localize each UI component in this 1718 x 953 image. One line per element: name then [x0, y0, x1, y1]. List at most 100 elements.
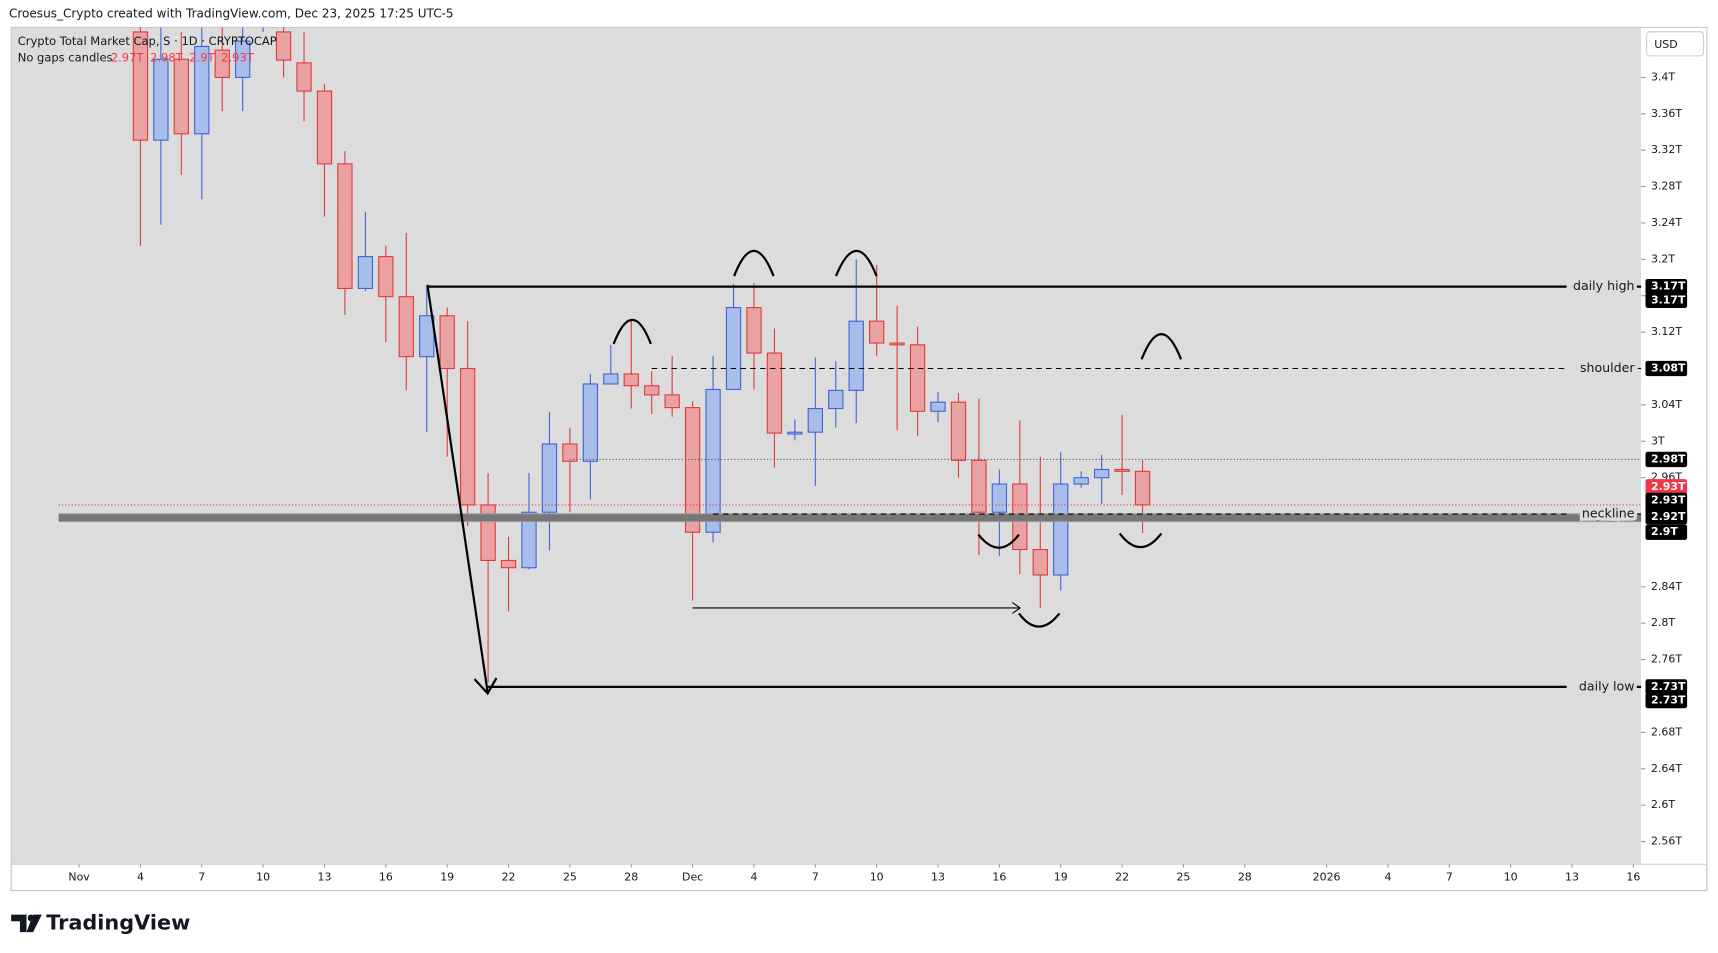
price-badge: [1645, 292, 1688, 308]
candle-body: [214, 49, 230, 78]
x-tick-label: 25: [1176, 870, 1190, 883]
x-tick-label: 2026: [1313, 870, 1341, 883]
x-tick-label: 13: [931, 870, 945, 883]
cup: [1118, 532, 1163, 549]
badge-label: 3.17T: [1651, 293, 1686, 306]
x-tick-label: 16: [1626, 870, 1640, 883]
trend-arrow: [426, 284, 489, 693]
logo-icon: [11, 914, 42, 933]
x-tick-label: 7: [812, 870, 819, 883]
plot-area: [11, 27, 1642, 865]
x-tick-label: 19: [1054, 870, 1068, 883]
badge-label: 2.98T: [1651, 452, 1686, 465]
x-tick-label: 7: [198, 870, 205, 883]
x-tick-label: 10: [256, 870, 270, 883]
price-badge: [1645, 524, 1688, 540]
y-tick-label: 3.36T: [1651, 107, 1682, 120]
price-badge: [1645, 479, 1688, 495]
x-tick-label: 7: [1446, 870, 1453, 883]
logo-dot: [27, 914, 35, 922]
y-tick-label: 3.2T: [1651, 252, 1675, 265]
badge-label: 2.93T: [1651, 480, 1686, 493]
currency[interactable]: USD: [1654, 38, 1677, 51]
candle-body: [1114, 468, 1130, 472]
candle-body: [603, 373, 619, 385]
y-tick-label: 2.8T: [1651, 616, 1675, 629]
candle-body: [766, 352, 783, 434]
x-tick-label: Dec: [682, 870, 703, 883]
candle-body: [828, 389, 844, 410]
price-badge: [1645, 509, 1688, 525]
x-tick-label: 22: [502, 870, 516, 883]
candle-body: [459, 367, 476, 506]
candle-body: [1134, 470, 1151, 506]
plot: [132, 27, 1151, 683]
candle-body: [869, 320, 885, 344]
currency-button[interactable]: [1646, 31, 1705, 57]
chart-title: Crypto Total Market Cap, S · 1D · CRYPTO…: [18, 34, 277, 48]
y-tick-label: 3.04T: [1651, 398, 1682, 411]
badge-label: 3.17T: [1651, 280, 1686, 293]
candle-body: [909, 344, 926, 412]
x-tick-label: 4: [750, 870, 757, 883]
candle-body: [705, 388, 721, 533]
candle-body: [1073, 477, 1089, 485]
candle-body: [807, 407, 823, 433]
candle-body: [746, 307, 762, 354]
candle-body: [664, 394, 680, 409]
y-tick-label: 2.56T: [1651, 835, 1682, 848]
arrow-head: [1012, 602, 1021, 614]
arch: [733, 249, 775, 277]
candle-body: [398, 296, 414, 358]
price-axis: [1641, 27, 1707, 865]
candle-body: [1053, 483, 1069, 576]
arch: [1140, 333, 1183, 360]
level-label: shoulder: [1580, 360, 1635, 375]
candle-body: [562, 443, 578, 462]
candle-body: [848, 320, 864, 391]
price-badge: [1645, 360, 1688, 377]
candle-body: [296, 62, 312, 92]
x-tick-label: 4: [1384, 870, 1391, 883]
candle-body: [316, 90, 333, 165]
ohlc-value: 2.98T: [150, 51, 184, 65]
y-tick-label: 2.64T: [1651, 762, 1682, 775]
y-tick-label: 3.12T: [1651, 325, 1682, 338]
price-badge: [1645, 692, 1688, 709]
badge-label: 2.93T: [1651, 493, 1686, 506]
candle-body: [378, 256, 394, 298]
cup: [977, 533, 1020, 549]
candle-body: [153, 58, 169, 141]
x-tick-label: 10: [1504, 870, 1518, 883]
badge-label: 2.9T: [1651, 525, 1678, 538]
candle-body: [950, 401, 967, 461]
candle-body: [337, 163, 353, 290]
header: Croesus_Crypto created with TradingView.…: [9, 7, 454, 21]
x-tick-label: 25: [563, 870, 577, 883]
candle-body: [419, 315, 435, 358]
candle-body: [930, 401, 946, 412]
y-tick-label: 2.6T: [1651, 798, 1675, 811]
arrow-head: [473, 677, 498, 696]
badge-label: 2.92T: [1651, 510, 1686, 523]
badge-label: 2.73T: [1651, 680, 1686, 693]
candle-body: [1032, 548, 1048, 576]
candle-body: [582, 383, 599, 462]
candle-body: [132, 31, 149, 141]
candle-body: [889, 342, 905, 346]
candle-body: [439, 315, 455, 370]
level-label: daily high: [1573, 278, 1635, 293]
y-tick-label: 3.32T: [1651, 143, 1682, 156]
x-tick-label: Nov: [68, 870, 90, 883]
candle-body: [357, 256, 374, 290]
candle-body: [684, 407, 701, 533]
y-tick-label: 3.28T: [1651, 180, 1682, 193]
candle-body: [480, 504, 496, 561]
subtitle: No gaps candles: [18, 51, 113, 65]
y-tick-label: 2.68T: [1651, 725, 1682, 738]
candle-body: [623, 373, 639, 387]
ohlc-value: 2.93T: [221, 51, 255, 65]
candle-body: [521, 511, 537, 569]
brand: TradingView: [46, 910, 190, 934]
